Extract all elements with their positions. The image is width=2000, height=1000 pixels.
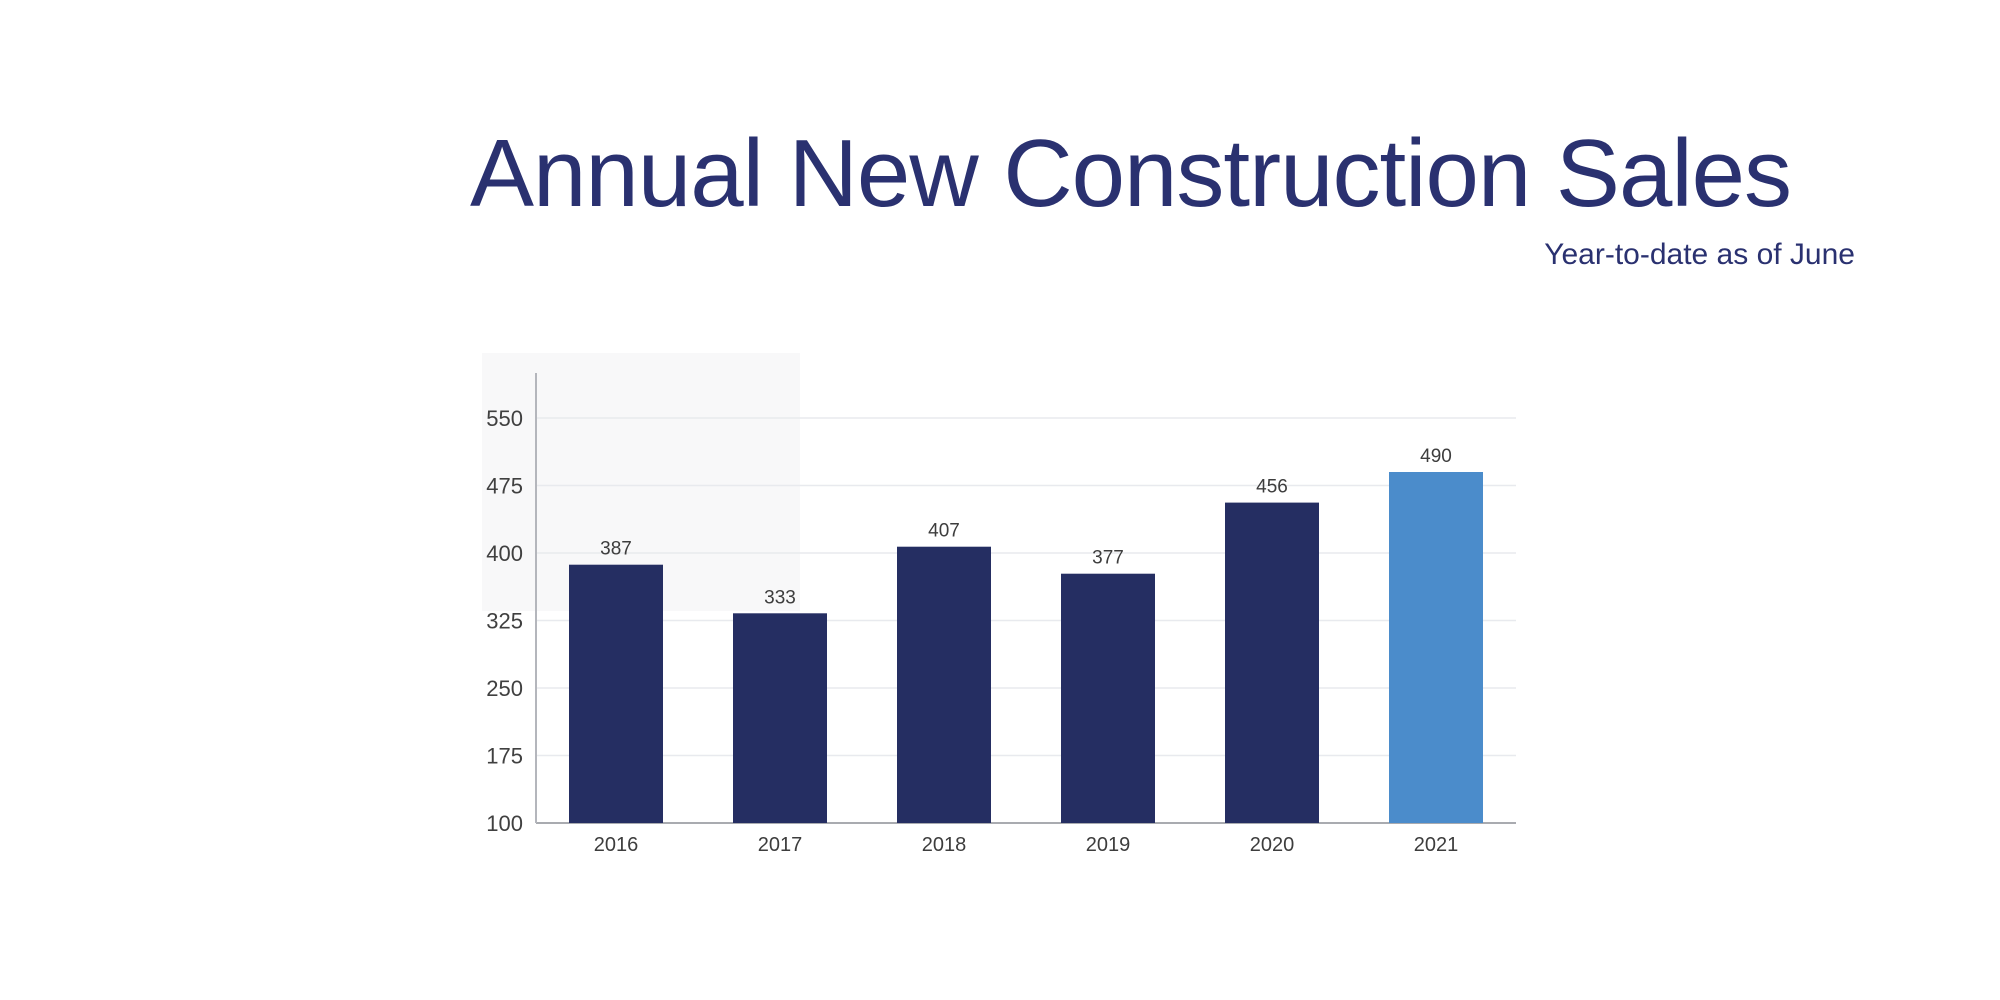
x-tick-label: 2019	[1086, 834, 1131, 856]
bar-value-label: 377	[1092, 548, 1124, 569]
bar	[1061, 573, 1155, 823]
bar-value-label: 456	[1256, 477, 1288, 498]
bar-value-label: 490	[1420, 446, 1452, 467]
y-tick-label: 175	[486, 744, 523, 769]
bar	[569, 564, 663, 823]
y-tick-label: 100	[486, 811, 523, 836]
bar	[733, 613, 827, 823]
bar-value-label: 333	[764, 587, 796, 608]
x-tick-label: 2021	[1414, 834, 1459, 856]
bar-value-label: 387	[600, 539, 632, 560]
bar	[1389, 472, 1483, 823]
chart-header: Annual New Construction Sales Year-to-da…	[470, 126, 1855, 273]
chart-title: Annual New Construction Sales	[470, 120, 1792, 227]
y-tick-label: 325	[486, 609, 523, 634]
x-tick-label: 2017	[758, 834, 803, 856]
y-tick-label: 250	[486, 676, 523, 701]
x-tick-label: 2020	[1250, 834, 1295, 856]
x-tick-label: 2016	[594, 834, 639, 856]
bar	[897, 546, 991, 823]
bar-value-label: 407	[928, 521, 960, 542]
bar	[1225, 502, 1319, 823]
x-tick-label: 2018	[922, 834, 967, 856]
y-tick-label: 550	[486, 406, 523, 431]
chart-subtitle: Year-to-date as of June	[1544, 238, 1855, 271]
y-tick-label: 475	[486, 474, 523, 499]
y-tick-label: 400	[486, 541, 523, 566]
